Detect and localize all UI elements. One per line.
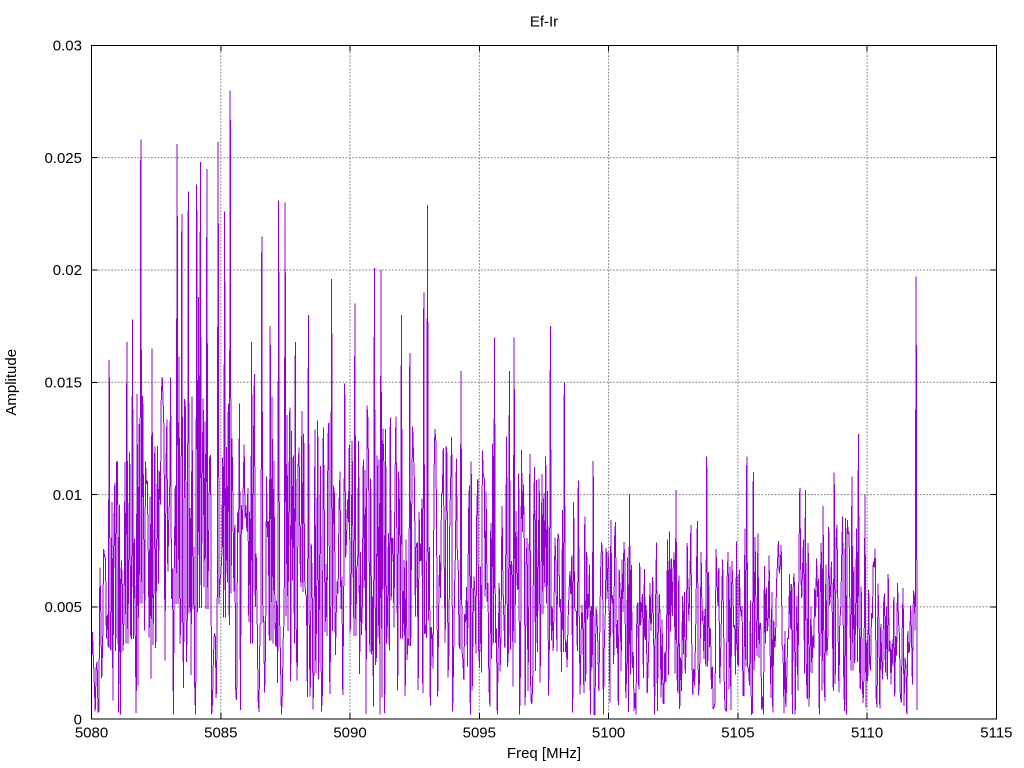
- svg-text:5110: 5110: [851, 725, 883, 742]
- svg-text:5100: 5100: [592, 725, 625, 742]
- svg-text:0.01: 0.01: [53, 487, 82, 504]
- svg-text:5115: 5115: [980, 725, 1012, 742]
- svg-text:0.03: 0.03: [53, 38, 82, 55]
- svg-text:0.005: 0.005: [44, 599, 82, 616]
- svg-text:5105: 5105: [721, 725, 754, 742]
- svg-text:Freq [MHz]: Freq [MHz]: [507, 745, 581, 762]
- svg-text:0.025: 0.025: [44, 150, 82, 167]
- svg-text:5095: 5095: [463, 725, 496, 742]
- svg-text:0: 0: [74, 711, 82, 728]
- svg-text:5080: 5080: [75, 725, 108, 742]
- svg-text:0.015: 0.015: [44, 375, 82, 392]
- svg-text:5090: 5090: [333, 725, 366, 742]
- svg-text:5085: 5085: [204, 725, 237, 742]
- svg-text:0.02: 0.02: [53, 262, 82, 279]
- svg-text:Ef-Ir: Ef-Ir: [530, 14, 558, 31]
- svg-text:Amplitude: Amplitude: [3, 349, 20, 416]
